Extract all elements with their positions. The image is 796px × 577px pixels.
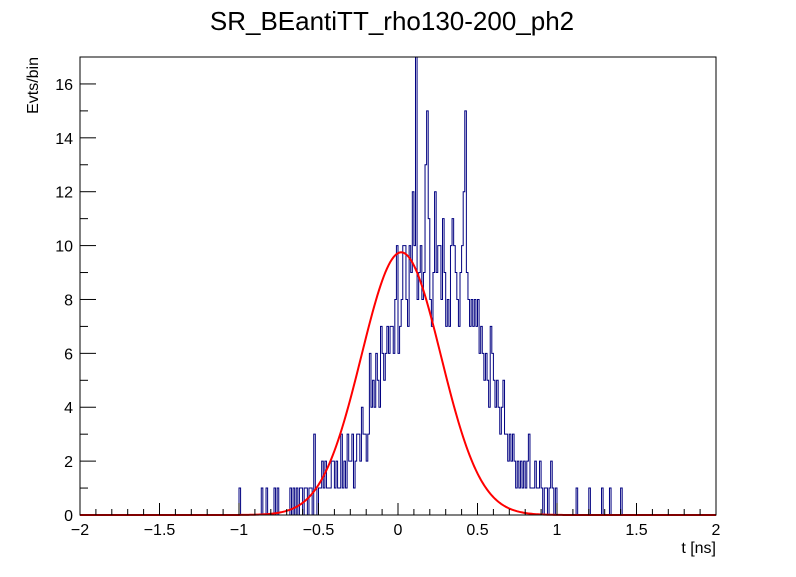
x-tick-label: 1 [553, 522, 562, 539]
x-tick-label: 0.5 [466, 522, 488, 539]
histogram-layer [80, 56, 716, 516]
y-tick-label: 10 [55, 239, 73, 256]
chart-title: SR_BEantiTT_rho130-200_ph2 [210, 6, 574, 36]
y-tick-label: 2 [64, 454, 73, 471]
y-tick-label: 12 [55, 185, 73, 202]
y-axis-label: Evts/bin [25, 57, 42, 114]
y-tick-label: 8 [64, 292, 73, 309]
x-axis: −2 −1.5 −1 −0.5 0 0.5 1 1.5 2 [71, 503, 721, 539]
y-tick-label: 16 [55, 77, 73, 94]
x-tick-label: 2 [712, 522, 721, 539]
x-tick-label: −1.5 [144, 522, 176, 539]
x-tick-label: 1.5 [625, 522, 647, 539]
x-tick-label: 0 [394, 522, 403, 539]
x-tick-label: −0.5 [303, 522, 335, 539]
x-tick-label: −1 [230, 522, 248, 539]
y-tick-label: 6 [64, 346, 73, 363]
x-axis-label: t [ns] [681, 540, 716, 557]
x-tick-label: −2 [71, 522, 89, 539]
histogram-outline [80, 56, 716, 516]
y-tick-label: 0 [64, 508, 73, 525]
y-tick-label: 14 [55, 131, 73, 148]
y-axis: 0 2 4 6 8 10 12 14 16 [55, 56, 96, 525]
y-tick-label: 4 [64, 400, 73, 417]
